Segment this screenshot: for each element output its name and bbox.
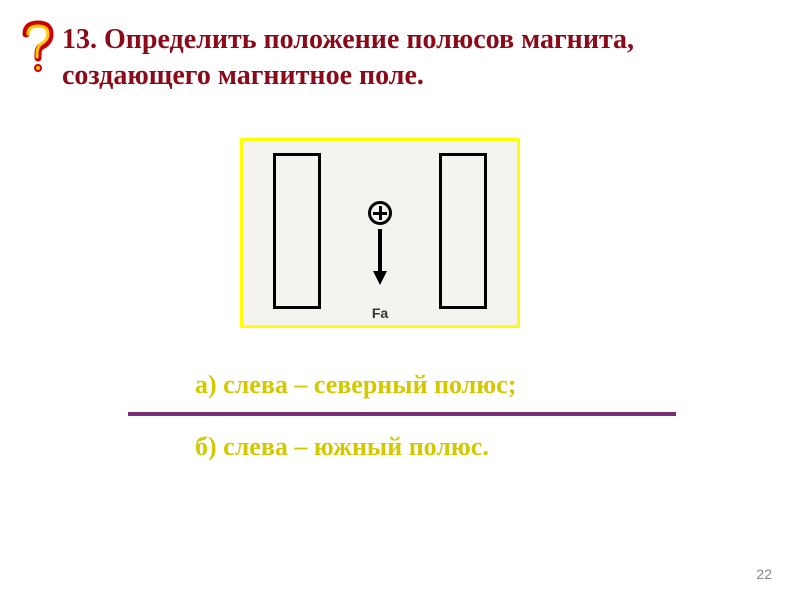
physics-figure: Fa <box>240 138 520 328</box>
current-into-page-icon <box>368 201 392 225</box>
force-label: Fa <box>372 305 388 321</box>
answer-option-a: а) слева – северный полюс; <box>195 370 516 400</box>
force-arrow-icon <box>370 227 390 292</box>
page-number: 22 <box>756 566 772 582</box>
divider-line <box>128 412 676 416</box>
magnet-left <box>273 153 321 309</box>
magnet-right <box>439 153 487 309</box>
question-title: 13. Определить положение полюсов магнита… <box>62 22 770 95</box>
answer-option-b: б) слева – южный полюс. <box>195 432 489 462</box>
question-mark-icon <box>18 20 58 75</box>
